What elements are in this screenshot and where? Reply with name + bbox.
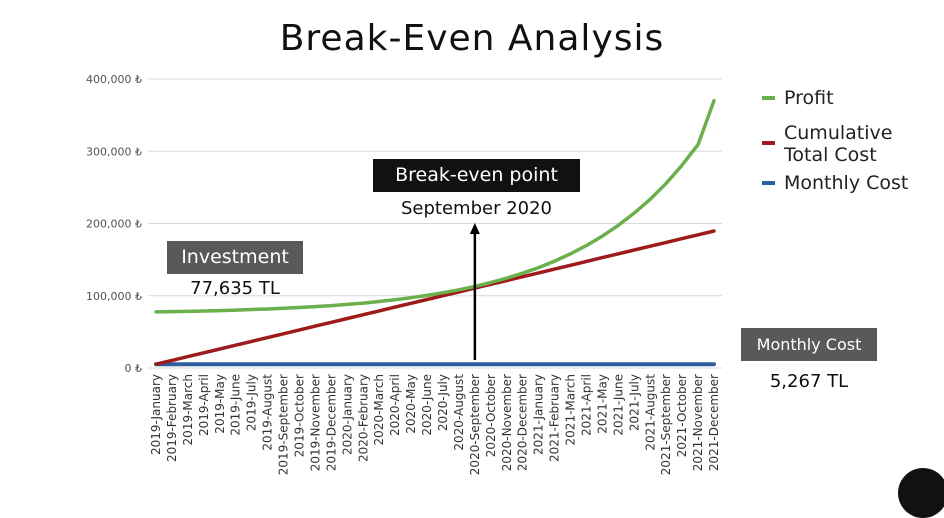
break-even-arrow-head: [469, 223, 480, 234]
series-line-profit: [154, 98, 716, 314]
x-tick-label: 2021-July: [627, 374, 641, 431]
x-tick-label: 2020-December: [516, 374, 530, 471]
x-tick-label: 2020-June: [420, 374, 434, 436]
brand-logo: [898, 468, 944, 518]
x-tick-label: 2020-July: [436, 374, 450, 431]
x-tick-label: 2019-November: [308, 374, 322, 471]
x-tick-label: 2021-March: [564, 374, 578, 445]
x-tick-label: 2019-October: [292, 374, 306, 457]
x-tick-label: 2021-August: [643, 374, 657, 451]
x-tick-label: 2019-July: [245, 374, 259, 431]
series-line-cumulative-total-cost: [154, 229, 716, 366]
x-tick-label: 2019-March: [181, 374, 195, 445]
investment-value: 77,635 TL: [190, 278, 280, 299]
x-tick-label: 2020-January: [340, 374, 354, 455]
x-tick-label: 2019-April: [197, 374, 211, 436]
x-tick-label: 2021-April: [579, 374, 593, 436]
x-tick-label: 2020-August: [452, 374, 466, 451]
x-tick-label: 2021-February: [548, 374, 562, 462]
monthly-cost-label-box: Monthly Cost: [741, 328, 877, 361]
x-tick-label: 2019-February: [165, 374, 179, 462]
cumulative-legend-swatch: [762, 141, 775, 145]
x-tick-label: 2021-May: [595, 374, 609, 434]
x-tick-label: 2019-June: [229, 374, 243, 436]
x-tick-label: 2020-February: [356, 374, 370, 462]
x-tick-label: 2020-September: [468, 374, 482, 475]
break-even-label-box: Break-even point: [373, 159, 580, 192]
y-tick-label: 400,000 ₺: [86, 73, 142, 86]
y-tick-label: 0 ₺: [125, 362, 143, 375]
x-tick-label: 2020-October: [484, 374, 498, 457]
chart-title: Break-Even Analysis: [279, 18, 665, 59]
y-tick-label: 300,000 ₺: [86, 145, 142, 158]
x-tick-label: 2019-May: [213, 374, 227, 434]
investment-label-box: Investment: [167, 241, 303, 274]
monthly-legend-label: Monthly Cost: [784, 172, 909, 194]
x-tick-label: 2020-March: [372, 374, 386, 445]
x-tick-label: 2021-November: [691, 374, 705, 471]
x-tick-label: 2021-October: [675, 374, 689, 457]
y-axis-ticks: 400,000 ₺ 300,000 ₺ 200,000 ₺ 100,000 ₺ 0 ₺: [86, 73, 142, 375]
profit-legend-swatch: [762, 96, 775, 100]
x-tick-label: 2019-December: [324, 374, 338, 471]
x-tick-label: 2019-January: [149, 374, 163, 455]
x-tick-label: 2020-May: [404, 374, 418, 434]
x-tick-label: 2021-January: [532, 374, 546, 455]
break-even-chart: 400,000 ₺300,000 ₺200,000 ₺100,000 ₺0 ₺ …: [86, 73, 722, 475]
break-even-arrow: [469, 223, 480, 360]
x-tick-label: 2020-April: [388, 374, 402, 436]
x-tick-label: 2021-September: [659, 374, 673, 475]
monthly-legend-swatch: [762, 181, 775, 185]
x-axis-ticks: 2019-January 2019-February 2019-March 2019-…: [149, 374, 721, 475]
break-even-date: September 2020: [400, 198, 553, 219]
y-tick-label: 200,000 ₺: [86, 218, 142, 231]
x-tick-label: 2021-December: [707, 374, 721, 471]
grid-lines: [148, 78, 722, 369]
monthly-cost-value: 5,267 TL: [769, 371, 849, 392]
series-lines: [154, 98, 716, 367]
x-tick-label: 2019-September: [277, 374, 291, 475]
x-tick-label: 2019-August: [261, 374, 275, 451]
x-tick-label: 2020-November: [500, 374, 514, 471]
x-tick-label: 2021-June: [611, 374, 625, 436]
cumulative-legend-label-line2: Total Cost: [784, 144, 877, 166]
cumulative-legend-label-line1: Cumulative: [784, 122, 893, 144]
profit-legend-label: Profit: [784, 87, 834, 109]
y-tick-label: 100,000 ₺: [86, 290, 142, 303]
